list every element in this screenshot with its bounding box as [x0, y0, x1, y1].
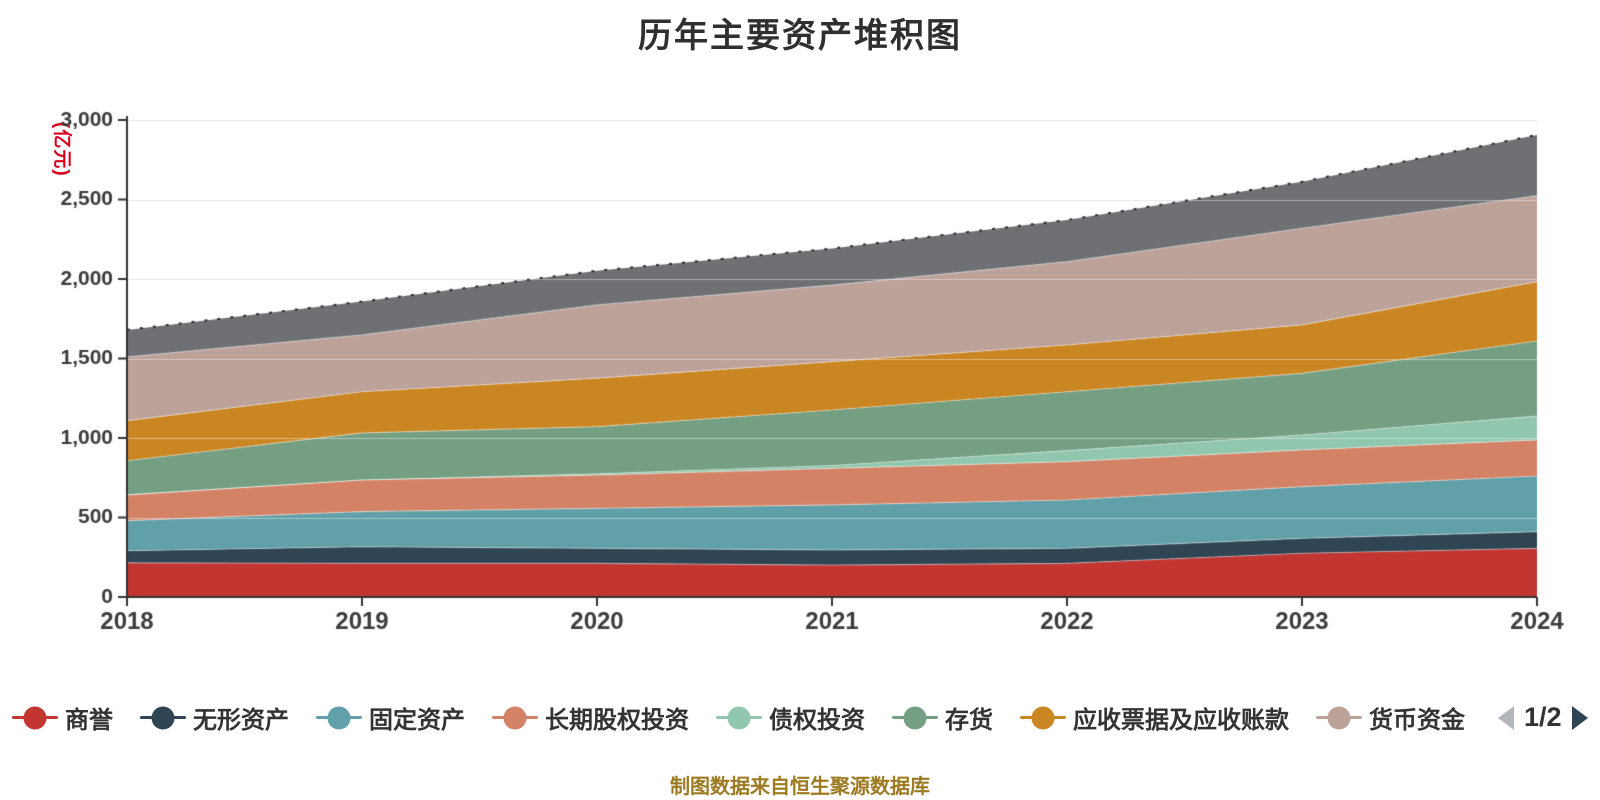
legend-item-label: 应收票据及应收账款 [1073, 707, 1289, 734]
legend-pager: 1/2 [1498, 702, 1588, 733]
legend-item-7[interactable]: 货币资金 [1316, 700, 1465, 735]
legend-item-label: 存货 [945, 707, 993, 734]
legend-prev-icon[interactable] [1498, 705, 1514, 730]
legend-item-label: 无形资产 [193, 707, 289, 734]
legend-page-indicator: 1/2 [1524, 702, 1562, 732]
legend-series-icon [12, 705, 58, 731]
legend-item-label: 固定资产 [369, 707, 465, 734]
legend-series-icon [892, 705, 938, 731]
legend: 商誉 无形资产 固定资产 长期股权投资 债权投资 存货 应收票据及应收账款 货币资金 1/2 [12, 700, 1592, 735]
data-source-note: 制图数据来自恒生聚源数据库 [670, 776, 930, 798]
legend-item-2[interactable]: 固定资产 [316, 700, 465, 735]
legend-items: 商誉 无形资产 固定资产 长期股权投资 债权投资 存货 应收票据及应收账款 货币资金 [12, 700, 1492, 735]
legend-item-0[interactable]: 商誉 [12, 700, 113, 735]
legend-item-label: 货币资金 [1369, 707, 1465, 734]
legend-item-6[interactable]: 应收票据及应收账款 [1020, 700, 1289, 735]
legend-next-icon[interactable] [1571, 705, 1588, 730]
legend-item-5[interactable]: 存货 [892, 700, 993, 735]
legend-item-label: 债权投资 [769, 707, 865, 734]
legend-item-1[interactable]: 无形资产 [140, 700, 289, 735]
legend-item-4[interactable]: 债权投资 [716, 700, 865, 735]
legend-series-icon [1020, 705, 1066, 731]
legend-item-3[interactable]: 长期股权投资 [492, 700, 689, 735]
legend-series-icon [140, 705, 186, 731]
legend-series-icon [1316, 705, 1362, 731]
legend-series-icon [316, 705, 362, 731]
legend-item-label: 长期股权投资 [545, 707, 689, 734]
legend-item-label: 商誉 [65, 707, 113, 734]
legend-series-icon [716, 705, 762, 731]
legend-series-icon [492, 705, 538, 731]
